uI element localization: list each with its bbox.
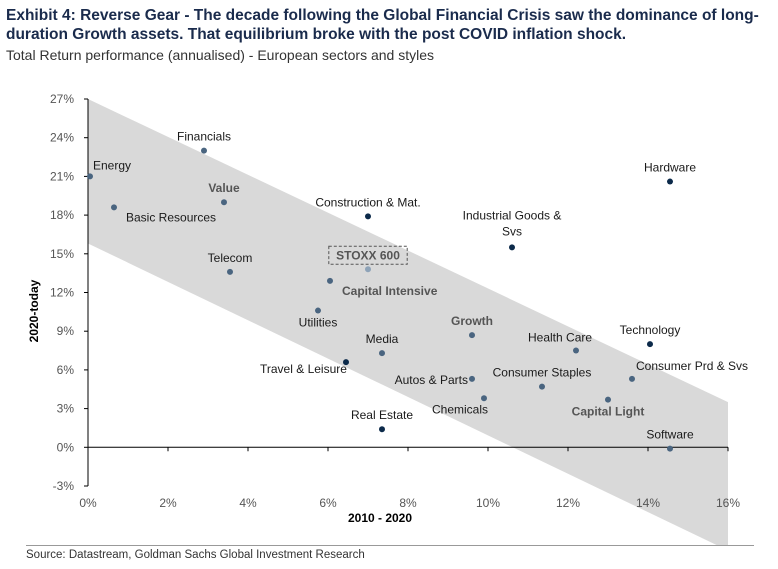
point-label: Chemicals [432,402,488,416]
data-point [469,332,475,339]
data-point [365,213,371,220]
point-label: Capital Intensive [342,284,438,298]
data-point [573,347,579,354]
source-note: Source: Datastream, Goldman Sachs Global… [26,549,365,561]
point-label: Financials [177,130,231,144]
y-axis-label: 2020-today [27,279,41,342]
trend-band [88,99,728,545]
y-tick-label: 9% [57,324,75,338]
point-label: Consumer Staples [493,366,592,380]
data-point [605,396,611,403]
data-point [647,341,653,348]
x-tick-label: 4% [239,496,257,510]
axis-layer: -3% 0% 3% 6% 9% 12% 15% 18% 21% 24% 27% 0% 2% 4% 6% 8% 1… [50,92,740,510]
point-layer: Energy Basic Resources Financials Value Tele… [87,130,748,452]
x-tick-label: 12% [556,496,580,510]
footer-divider [26,545,754,546]
data-point [343,359,349,366]
point-label: Consumer Prd & Svs [636,359,748,373]
point-label: Capital Light [572,405,645,419]
y-tick-label: 0% [57,440,75,454]
point-label: Telecom [208,251,253,265]
y-tick-label: 24% [50,131,74,145]
x-tick-label: 10% [476,496,500,510]
data-point [327,277,333,284]
y-tick-label: 27% [50,92,74,106]
data-point [201,147,207,154]
y-tick-label: 18% [50,208,74,222]
data-point [481,395,487,402]
x-axis-label: 2010 - 2020 [348,511,412,525]
data-point [379,350,385,357]
chart-title: Exhibit 4: Reverse Gear - The decade fol… [6,7,759,43]
x-tick-label: 16% [716,496,740,510]
point-label: Energy [93,158,131,172]
point-label: Real Estate [351,408,413,422]
chart-subtitle: Total Return performance (annualised) - … [6,47,434,63]
x-tick-label: 6% [319,496,337,510]
point-label: Industrial Goods & Svs [463,208,562,238]
point-label: Health Care [528,331,592,345]
data-point [629,375,635,382]
y-tick-label: 6% [57,363,75,377]
point-label: Travel & Leisure [260,362,347,376]
data-point [667,178,673,185]
data-point [365,266,371,273]
point-label: Software [646,428,694,442]
point-label: Value [208,181,240,195]
point-label: Technology [620,323,681,337]
point-label: Growth [451,314,493,328]
band-layer [88,99,728,545]
point-label: Construction & Mat. [315,195,420,209]
scatter-chart: -3% 0% 3% 6% 9% 12% 15% 18% 21% 24% 27% 0% 2% 4% 6% 8% 1… [27,92,748,545]
y-tick-label: -3% [53,479,75,493]
y-tick-label: 3% [57,402,75,416]
data-point [221,199,227,206]
data-point [315,307,321,314]
x-tick-label: 8% [399,496,417,510]
point-label: Autos & Parts [395,373,468,387]
point-label: Hardware [644,161,696,175]
x-tick-label: 14% [636,496,660,510]
point-label: STOXX 600 [336,248,400,262]
y-tick-label: 15% [50,247,74,261]
x-tick-label: 2% [159,496,177,510]
point-label: Media [366,332,399,346]
x-tick-label: 0% [79,496,97,510]
data-point [87,173,93,180]
benchmark-box [328,245,408,265]
point-label: Basic Resources [126,210,216,224]
point-label: Utilities [299,316,338,330]
y-tick-label: 21% [50,169,74,183]
data-point [539,383,545,390]
data-point [509,244,515,251]
data-point [667,445,673,452]
data-point [227,268,233,275]
data-point [379,426,385,433]
data-point [111,204,117,211]
y-tick-label: 12% [50,286,74,300]
data-point [469,375,475,382]
